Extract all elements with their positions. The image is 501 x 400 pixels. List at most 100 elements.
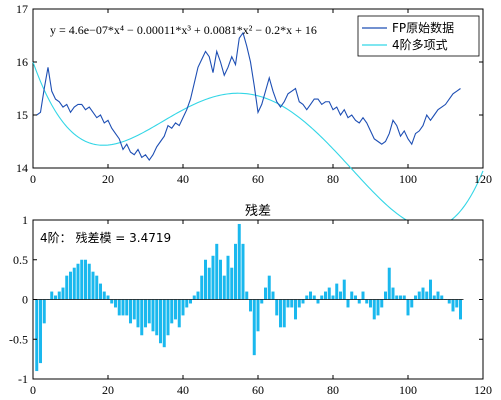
residual-bar [279, 299, 282, 328]
residual-bar [376, 299, 380, 316]
residual-bar [350, 291, 354, 300]
residual-bar [65, 275, 69, 300]
residual-bar [346, 299, 350, 308]
residual-bar [155, 299, 159, 336]
residual-bar [136, 299, 140, 328]
residual-chart-xtick-label: 100 [399, 383, 417, 397]
fit-chart-xtick-label: 40 [177, 172, 189, 186]
residual-bar [237, 223, 241, 300]
residual-bar [324, 291, 327, 300]
residual-bar [264, 287, 267, 300]
residual-bar [267, 275, 271, 300]
residual-bar [421, 287, 425, 300]
fit-chart-ytick-label: 14 [16, 161, 28, 175]
residual-bar [69, 271, 72, 300]
residual-bar [39, 299, 42, 364]
residual-bar [354, 295, 357, 300]
residual-bar [170, 299, 174, 324]
residual-bar [114, 299, 117, 308]
residual-chart-ytick-label: -0.5 [9, 332, 28, 346]
residual-bar [177, 299, 181, 328]
fit-chart-xtick-label: 60 [252, 172, 264, 186]
residual-bar [151, 299, 155, 332]
residual-bar [61, 287, 65, 300]
residual-bar [219, 259, 222, 300]
residual-bar [245, 291, 249, 300]
residual-bar [417, 291, 421, 300]
residual-bar [365, 299, 369, 304]
residual-chart-xtick-label: 120 [474, 383, 492, 397]
fit-chart-legend: FP原始数据 4阶多项式 [357, 15, 480, 57]
residual-bar [84, 259, 87, 300]
residual-bar [252, 299, 256, 356]
residual-bar [189, 299, 192, 304]
residual-bar [297, 299, 301, 308]
residual-bar [402, 295, 406, 300]
fit-chart: 0 20 40 60 80 100 120 14 15 16 17 y = 4.6e−07*x⁴ −… [16, 2, 492, 229]
residual-bar [99, 283, 102, 300]
residual-bar [234, 243, 237, 300]
residual-norm-annotation: 4阶： 残差模 = 3.4719 [40, 231, 171, 245]
residual-bar [117, 299, 121, 316]
residual-chart-ytick-label: 0 [22, 293, 28, 307]
residual-bar [249, 299, 252, 312]
residual-bar [121, 299, 125, 316]
residual-bar [207, 267, 211, 300]
residual-bar [320, 295, 324, 300]
residual-bar [125, 299, 129, 316]
residual-bar [102, 291, 106, 300]
legend-label-raw: FP原始数据 [392, 20, 454, 35]
residual-bar [275, 299, 279, 316]
residual-bar [331, 295, 335, 300]
residual-bar [226, 255, 230, 300]
residual-bar [72, 267, 76, 300]
residual-bar [196, 291, 200, 300]
residual-bar [76, 263, 80, 300]
residual-bar [91, 271, 95, 300]
residual-chart-xtick-label: 80 [327, 383, 339, 397]
residual-bar [260, 299, 264, 304]
residual-bar [140, 299, 144, 336]
residual-chart-ticks: 0 20 40 60 80 100 120 -1 -0.5 0 0.5 1 [9, 213, 492, 397]
residual-bar [110, 299, 114, 304]
fit-chart-xtick-label: 80 [327, 172, 339, 186]
residual-bar [222, 275, 226, 300]
residual-chart-title: 残差 [245, 204, 271, 219]
residual-bar [106, 295, 110, 300]
residual-bar [290, 299, 294, 308]
residual-bar [241, 243, 245, 300]
residual-bar [95, 275, 99, 300]
residual-bar [301, 299, 305, 304]
residual-bar [380, 299, 384, 308]
residual-bar [455, 299, 459, 308]
residual-bar [230, 267, 234, 300]
residual-bar [271, 291, 275, 300]
residual-bar [387, 267, 391, 300]
residual-bar [204, 259, 207, 300]
residual-bar [312, 295, 316, 300]
residual-bar [395, 295, 399, 300]
residual-bar [327, 287, 331, 300]
residual-bar [316, 299, 320, 304]
residual-bar [211, 255, 215, 300]
residual-bar [369, 299, 372, 308]
residual-bar [305, 295, 309, 300]
fit-chart-ytick-label: 17 [16, 2, 28, 16]
fit-chart-xtick-label: 100 [399, 172, 417, 186]
residual-bar [185, 299, 189, 308]
residual-bar [342, 279, 346, 300]
residual-bar [129, 299, 132, 324]
residual-chart-xtick-label: 20 [102, 383, 114, 397]
series-line-raw [36, 31, 461, 162]
residual-bar [144, 299, 147, 328]
residual-bar [447, 299, 451, 304]
fit-equation-annotation: y = 4.6e−07*x⁴ − 0.00011*x³ + 0.0081*x² … [50, 23, 317, 37]
residual-bar [282, 299, 286, 328]
residual-chart-ytick-label: -1 [18, 372, 28, 386]
residual-bar [147, 299, 151, 324]
residual-bar [451, 299, 455, 312]
residual-chart-xtick-label: 60 [252, 383, 264, 397]
legend-label-fit: 4阶多项式 [392, 38, 448, 52]
residual-chart-ytick-label: 0.5 [13, 253, 28, 267]
residual-bar [162, 299, 166, 348]
